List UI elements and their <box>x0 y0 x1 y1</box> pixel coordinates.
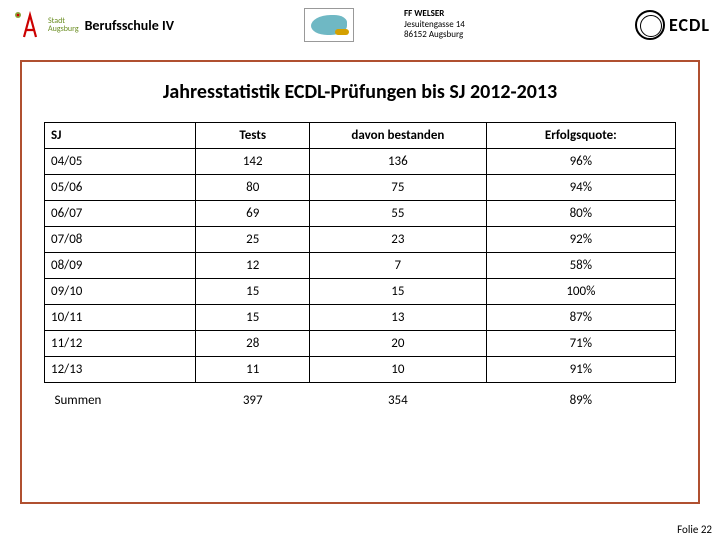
cell-sj: 08/09 <box>45 253 196 279</box>
table-row: 11/12282071% <box>45 331 676 357</box>
table-row: 06/07695580% <box>45 201 676 227</box>
cell-rate: 58% <box>486 253 675 279</box>
cell-passed: 75 <box>310 175 487 201</box>
col-sj: SJ <box>45 123 196 149</box>
cell-rate: 87% <box>486 305 675 331</box>
cell-sj: 12/13 <box>45 357 196 383</box>
sum-tests: 397 <box>196 383 310 414</box>
city-label: Stadt Augsburg <box>48 17 79 33</box>
table-row: 05/06807594% <box>45 175 676 201</box>
table-row: 04/0514213696% <box>45 149 676 175</box>
cell-tests: 11 <box>196 357 310 383</box>
cell-sj: 07/08 <box>45 227 196 253</box>
ecdl-globe-icon <box>635 10 665 40</box>
sum-label: Summen <box>45 383 196 414</box>
cell-rate: 80% <box>486 201 675 227</box>
cell-passed: 10 <box>310 357 487 383</box>
addr-line3: 86152 Augsburg <box>404 30 465 41</box>
cell-rate: 91% <box>486 357 675 383</box>
cell-passed: 23 <box>310 227 487 253</box>
cell-passed: 55 <box>310 201 487 227</box>
cell-sj: 05/06 <box>45 175 196 201</box>
cell-sj: 04/05 <box>45 149 196 175</box>
ecdl-text: ECDL <box>669 14 710 36</box>
table-row: 08/0912758% <box>45 253 676 279</box>
table-row: 09/101515100% <box>45 279 676 305</box>
cell-tests: 25 <box>196 227 310 253</box>
address-block: FF WELSER Jesuitengasse 14 86152 Augsbur… <box>404 9 465 41</box>
sum-rate: 89% <box>486 383 675 414</box>
table-row: 07/08252392% <box>45 227 676 253</box>
cell-rate: 94% <box>486 175 675 201</box>
cell-rate: 92% <box>486 227 675 253</box>
col-rate: Erfolgsquote: <box>486 123 675 149</box>
header: Stadt Augsburg Berufsschule IV FF WELSER… <box>0 0 720 50</box>
school-logo-icon <box>304 8 354 42</box>
cell-passed: 136 <box>310 149 487 175</box>
sum-passed: 354 <box>310 383 487 414</box>
cell-tests: 69 <box>196 201 310 227</box>
cell-sj: 06/07 <box>45 201 196 227</box>
ecdl-logo: ECDL <box>635 10 710 40</box>
cell-tests: 80 <box>196 175 310 201</box>
col-passed: davon bestanden <box>310 123 487 149</box>
stats-table: SJ Tests davon bestanden Erfolgsquote: 0… <box>44 122 676 413</box>
city-logo-icon <box>10 7 42 43</box>
cell-sj: 09/10 <box>45 279 196 305</box>
city-line2: Augsburg <box>48 25 79 33</box>
col-tests: Tests <box>196 123 310 149</box>
cell-tests: 28 <box>196 331 310 357</box>
cell-rate: 71% <box>486 331 675 357</box>
content-box: Jahresstatistik ECDL-Prüfungen bis SJ 20… <box>20 60 700 504</box>
cell-rate: 100% <box>486 279 675 305</box>
cell-tests: 15 <box>196 305 310 331</box>
cell-tests: 15 <box>196 279 310 305</box>
table-row: 10/11151387% <box>45 305 676 331</box>
cell-passed: 20 <box>310 331 487 357</box>
cell-tests: 142 <box>196 149 310 175</box>
addr-line1: FF WELSER <box>404 9 465 20</box>
cell-passed: 7 <box>310 253 487 279</box>
page-title: Jahresstatistik ECDL-Prüfungen bis SJ 20… <box>44 80 676 104</box>
cell-sj: 11/12 <box>45 331 196 357</box>
table-row: 12/13111091% <box>45 357 676 383</box>
table-sum-row: Summen39735489% <box>45 383 676 414</box>
cell-tests: 12 <box>196 253 310 279</box>
school-name: Berufsschule IV <box>85 17 174 34</box>
slide-number: Folie 22 <box>677 523 712 536</box>
cell-rate: 96% <box>486 149 675 175</box>
cell-passed: 15 <box>310 279 487 305</box>
cell-sj: 10/11 <box>45 305 196 331</box>
table-header-row: SJ Tests davon bestanden Erfolgsquote: <box>45 123 676 149</box>
slide: Stadt Augsburg Berufsschule IV FF WELSER… <box>0 0 720 540</box>
cell-passed: 13 <box>310 305 487 331</box>
